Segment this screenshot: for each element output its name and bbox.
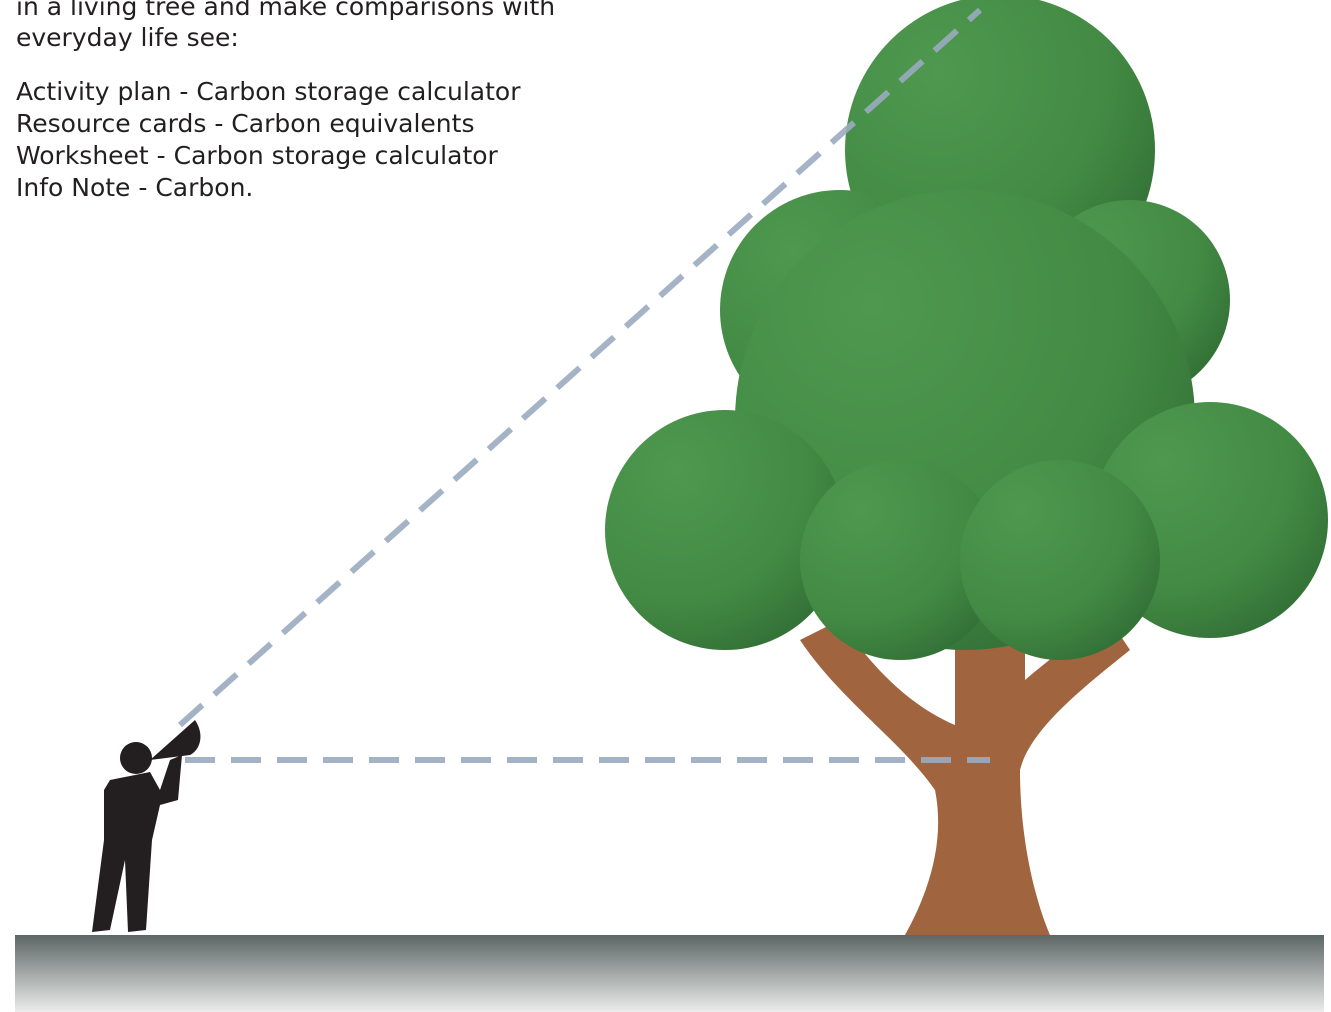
resource-link[interactable]: Activity plan - Carbon storage calculato… [16, 77, 521, 106]
resource-link[interactable]: Resource cards - Carbon equivalents [16, 109, 474, 138]
page: in a living tree and make comparisons wi… [0, 0, 1331, 1012]
resource-link[interactable]: Worksheet - Carbon storage calculator [16, 141, 499, 170]
illustration: in a living tree and make comparisons wi… [0, 0, 1331, 1012]
person-silhouette [92, 720, 200, 932]
tree-crown [605, 0, 1328, 660]
intro-text: in a living tree and make comparisons wi… [16, 0, 555, 21]
resource-link[interactable]: Info Note - Carbon. [16, 173, 253, 202]
intro-text: everyday life see: [16, 23, 239, 52]
tree-trunk [800, 620, 1130, 935]
ground [15, 935, 1324, 1012]
